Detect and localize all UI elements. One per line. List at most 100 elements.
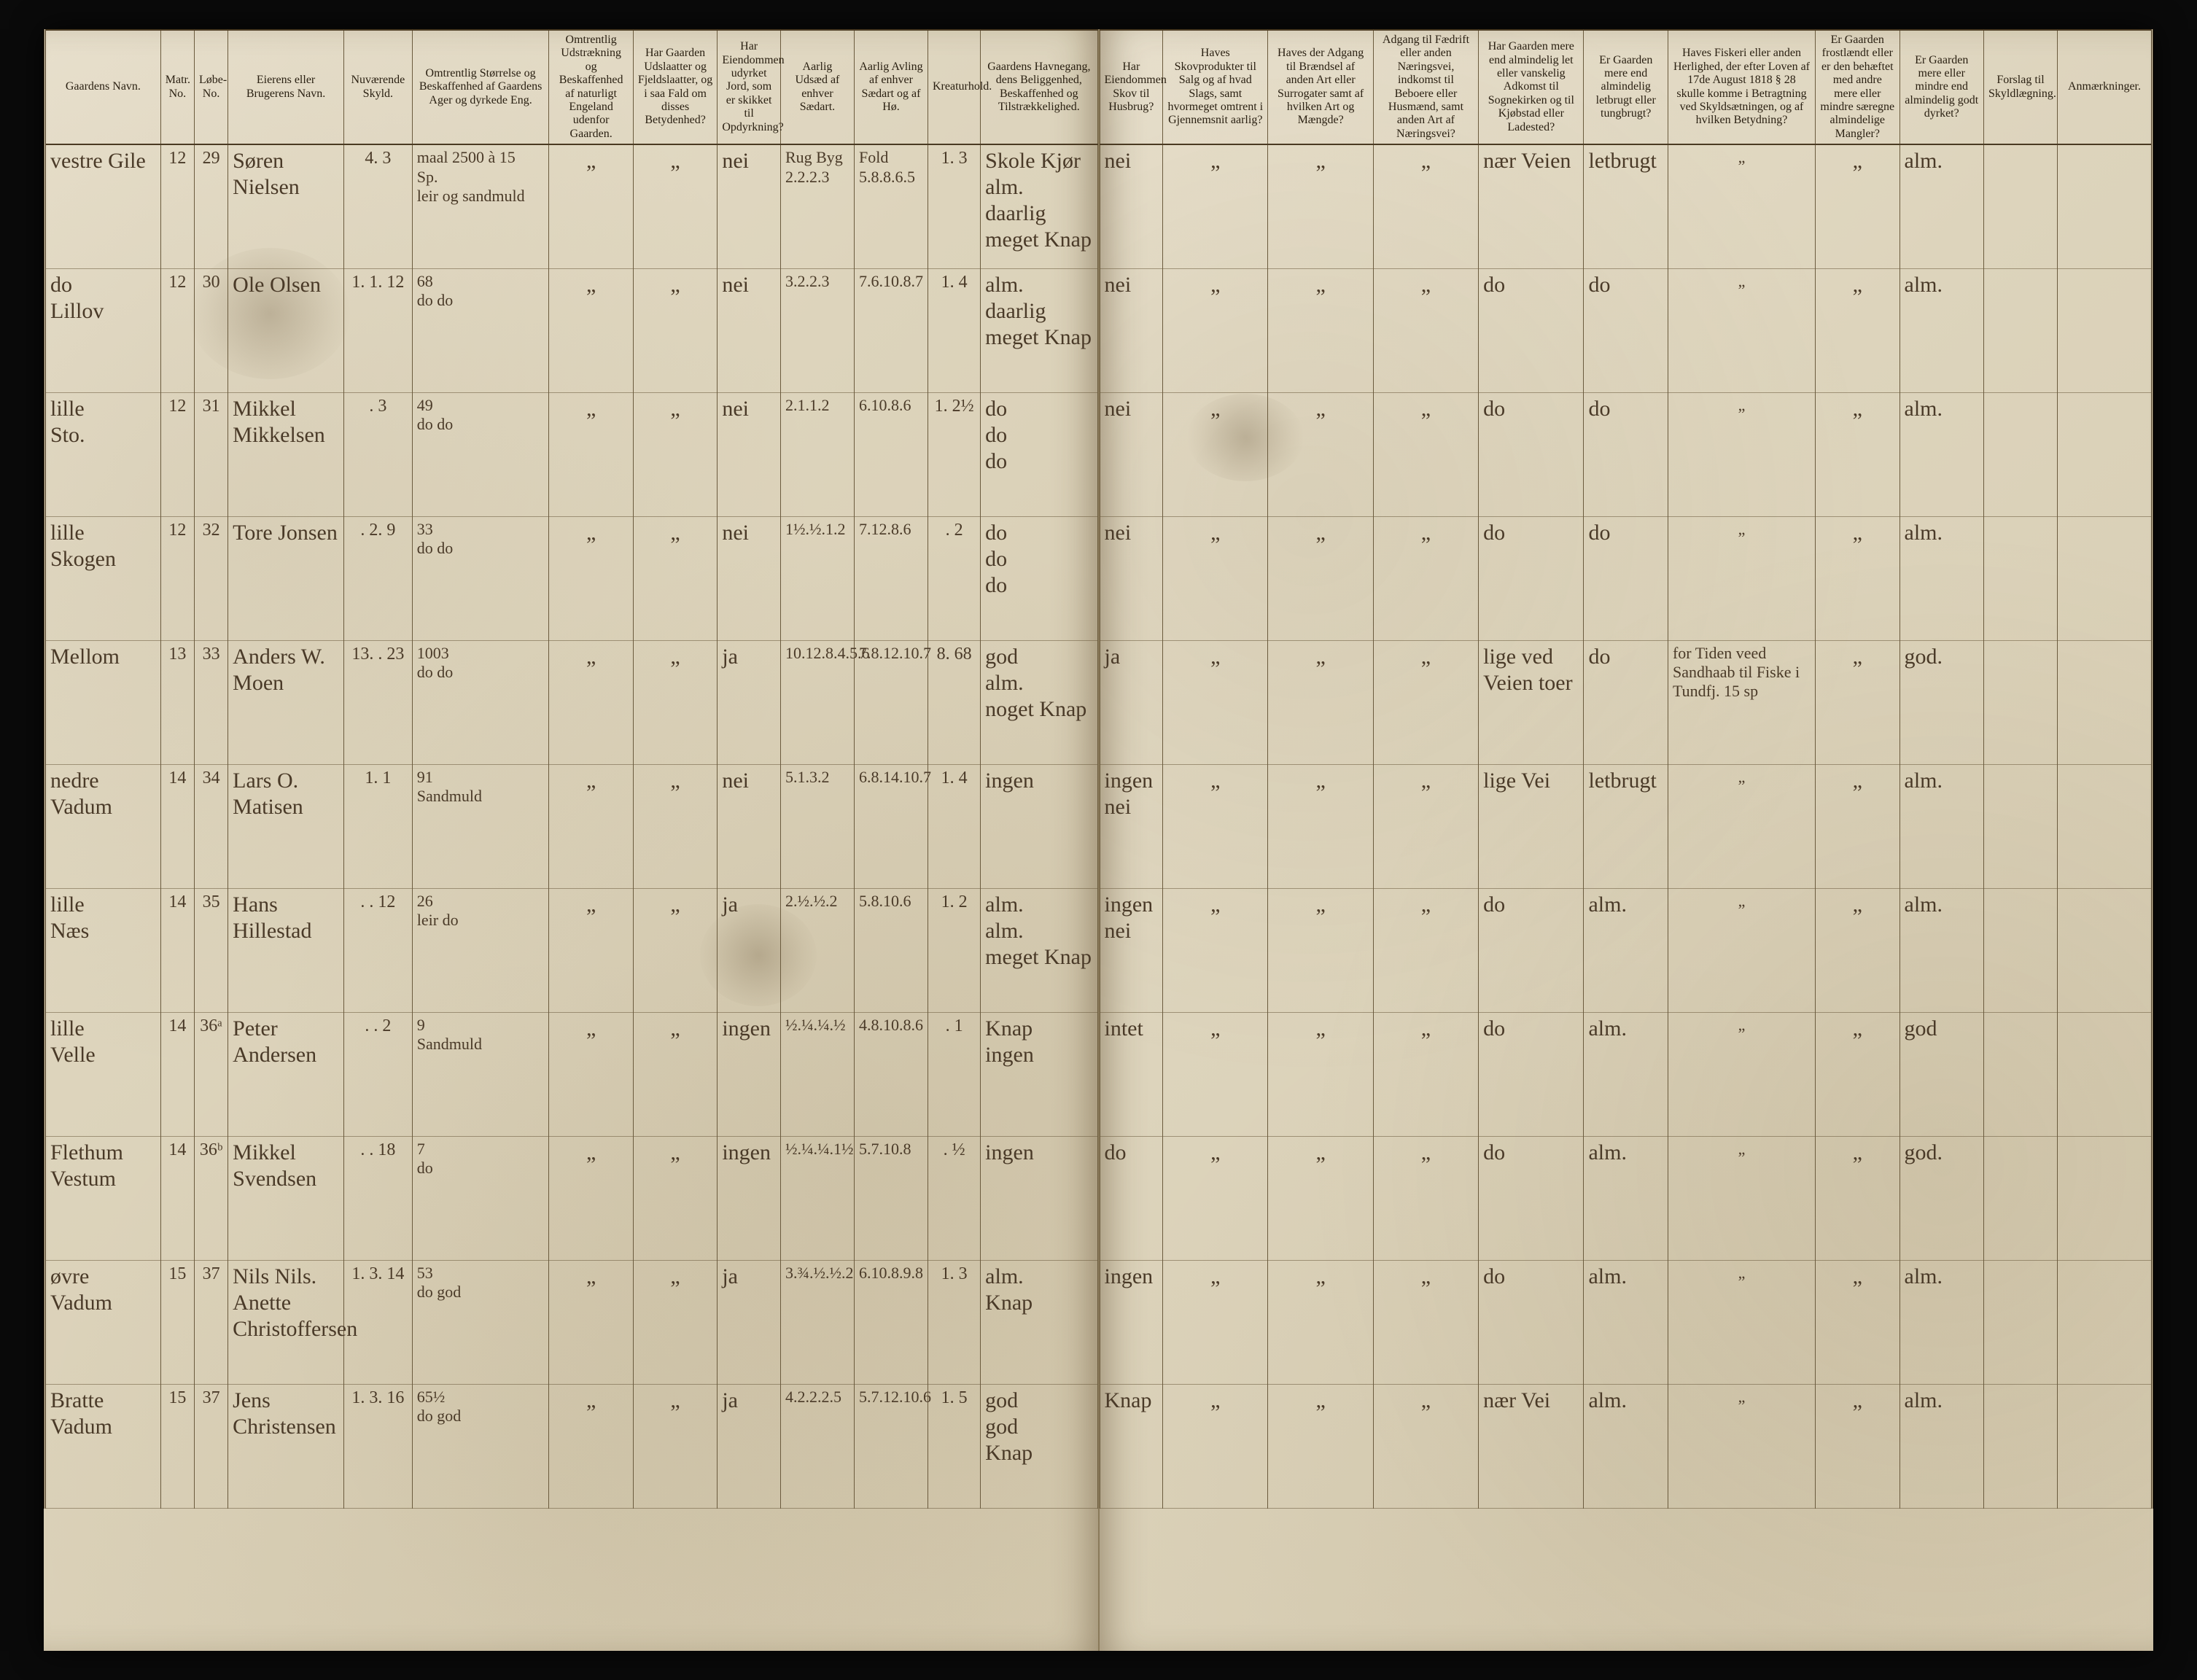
table-row: nei„„„dodo„„alm. xyxy=(1100,516,2153,640)
ledger-cell: 5.8.10.6 xyxy=(854,888,928,1012)
ledger-cell: „ xyxy=(1163,268,1268,392)
ledger-cell: 1. 3 xyxy=(928,144,981,268)
right-col-header: Er Gaarden mere eller mindre end alminde… xyxy=(1899,30,1983,144)
ledger-cell: alm.alm.meget Knap xyxy=(981,888,1097,1012)
ledger-cell: 13. . 23 xyxy=(343,640,412,764)
ledger-cell: „ xyxy=(1668,764,1815,888)
ledger-cell: lilleVelle xyxy=(45,1012,161,1136)
ledger-cell: godalm.noget Knap xyxy=(981,640,1097,764)
ledger-cell: god xyxy=(1899,1012,1983,1136)
left-col-header: Nuværende Skyld. xyxy=(343,30,412,144)
ledger-cell: „ xyxy=(1373,144,1478,268)
ledger-cell: Mikkel Svendsen xyxy=(228,1136,344,1260)
ledger-cell: 3.2.2.3 xyxy=(780,268,854,392)
ledger-cell: do xyxy=(1584,640,1668,764)
ledger-cell: 9Sandmuld xyxy=(412,1012,549,1136)
ledger-cell: 2.½.½.2 xyxy=(780,888,854,1012)
ledger-cell: „ xyxy=(633,1136,717,1260)
table-row: intet„„„doalm.„„god xyxy=(1100,1012,2153,1136)
ledger-cell: maal 2500 à 15Sp.leir og sandmuld xyxy=(412,144,549,268)
ledger-cell: 1. 2 xyxy=(928,888,981,1012)
ledger-cell: „ xyxy=(1373,888,1478,1012)
ledger-cell: „ xyxy=(1163,144,1268,268)
ledger-cell xyxy=(1983,1012,2057,1136)
ledger-cell: do xyxy=(1479,268,1584,392)
ledger-cell: god. xyxy=(1899,640,1983,764)
ledger-cell: 14 xyxy=(160,1012,194,1136)
ledger-cell: do xyxy=(1584,268,1668,392)
right-col-header: Er Gaarden frostlændt eller er den behæf… xyxy=(1816,30,1899,144)
right-col-header: Adgang til Fædrift eller anden Næringsve… xyxy=(1373,30,1478,144)
ledger-cell: 3.¾.½.½.2 xyxy=(780,1260,854,1384)
ledger-cell: . . 18 xyxy=(343,1136,412,1260)
ledger-cell xyxy=(2058,144,2153,268)
ledger-cell: 10.12.8.4.5.6 xyxy=(780,640,854,764)
ledger-cell: „ xyxy=(1668,392,1815,516)
ledger-cell: „ xyxy=(1373,268,1478,392)
ledger-cell: ½.¼.¼.½ xyxy=(780,1012,854,1136)
ledger-cell: 49do do xyxy=(412,392,549,516)
ledger-cell: nei xyxy=(718,516,781,640)
ledger-cell: . 2. 9 xyxy=(343,516,412,640)
ledger-cell: nei xyxy=(718,764,781,888)
left-col-header: Matr. No. xyxy=(160,30,194,144)
ledger-cell: . 3 xyxy=(343,392,412,516)
ledger-cell: „ xyxy=(1163,392,1268,516)
ledger-cell: godgodKnap xyxy=(981,1384,1097,1508)
ledger-cell: 13 xyxy=(160,640,194,764)
left-col-header: Gaardens Havnegang, dens Beliggenhed, Be… xyxy=(981,30,1097,144)
table-row: ingennei„„„doalm.„„alm. xyxy=(1100,888,2153,1012)
table-row: nei„„„dodo„„alm. xyxy=(1100,392,2153,516)
table-row: lilleNæs1435Hans Hillestad. . 1226leir d… xyxy=(45,888,1098,1012)
ledger-cell: „ xyxy=(1268,1384,1373,1508)
ledger-cell: 1. 4 xyxy=(928,268,981,392)
ledger-cell: „ xyxy=(1163,764,1268,888)
ledger-cell: „ xyxy=(1816,268,1899,392)
ledger-cell: „ xyxy=(1268,392,1373,516)
ledger-cell: 1. 1 xyxy=(343,764,412,888)
table-row: ja„„„lige ved Veien toerdofor Tiden veed… xyxy=(1100,640,2153,764)
ledger-cell: 1½.½.1.2 xyxy=(780,516,854,640)
ledger-cell: vestre Gile xyxy=(45,144,161,268)
ledger-cell: nei xyxy=(1100,144,1163,268)
ledger-cell: „ xyxy=(1668,1260,1815,1384)
ledger-cell: „ xyxy=(633,764,717,888)
table-row: nei„„„dodo„„alm. xyxy=(1100,268,2153,392)
ledger-cell xyxy=(1983,888,2057,1012)
ledger-cell: Lars O. Matisen xyxy=(228,764,344,888)
ledger-cell xyxy=(2058,1136,2153,1260)
ledger-cell: 36ᵃ xyxy=(194,1012,228,1136)
left-ledger-table: Gaardens Navn.Matr. No.Løbe-No.Eierens e… xyxy=(44,29,1098,1509)
ledger-cell: 7.8.12.10.7 xyxy=(854,640,928,764)
ledger-cell: do xyxy=(1479,1136,1584,1260)
ledger-cell: 12 xyxy=(160,268,194,392)
ledger-cell: „ xyxy=(1163,1384,1268,1508)
ledger-cell: do xyxy=(1479,1012,1584,1136)
ledger-cell: „ xyxy=(633,1384,717,1508)
ledger-cell: „ xyxy=(633,268,717,392)
ledger-cell: 14 xyxy=(160,1136,194,1260)
ledger-cell: 1. 3. 16 xyxy=(343,1384,412,1508)
right-col-header: Forslag til Skyldlægning. xyxy=(1983,30,2057,144)
ledger-cell: Mikkel Mikkelsen xyxy=(228,392,344,516)
ledger-cell: „ xyxy=(1816,516,1899,640)
ledger-cell: 1003do do xyxy=(412,640,549,764)
ledger-cell: nei xyxy=(718,144,781,268)
ledger-cell: ingennei xyxy=(1100,764,1163,888)
ledger-cell: letbrugt xyxy=(1584,764,1668,888)
ledger-cell: „ xyxy=(549,888,633,1012)
ledger-cell xyxy=(1983,1384,2057,1508)
ledger-cell: FlethumVestum xyxy=(45,1136,161,1260)
book-spread: Gaardens Navn.Matr. No.Løbe-No.Eierens e… xyxy=(44,29,2153,1651)
left-col-header: Gaardens Navn. xyxy=(45,30,161,144)
ledger-cell: 29 xyxy=(194,144,228,268)
right-col-header: Haves Skovprodukter til Salg og af hvad … xyxy=(1163,30,1268,144)
ledger-cell: „ xyxy=(1816,764,1899,888)
ledger-cell: alm. xyxy=(1899,1260,1983,1384)
ledger-cell: Fold5.8.8.6.5 xyxy=(854,144,928,268)
ledger-cell: 2.1.1.2 xyxy=(780,392,854,516)
ledger-cell: alm. xyxy=(1899,888,1983,1012)
ledger-cell: ingen xyxy=(981,1136,1097,1260)
ledger-cell: Rug Byg2.2.2.3 xyxy=(780,144,854,268)
ledger-cell: nær Vei xyxy=(1479,1384,1584,1508)
